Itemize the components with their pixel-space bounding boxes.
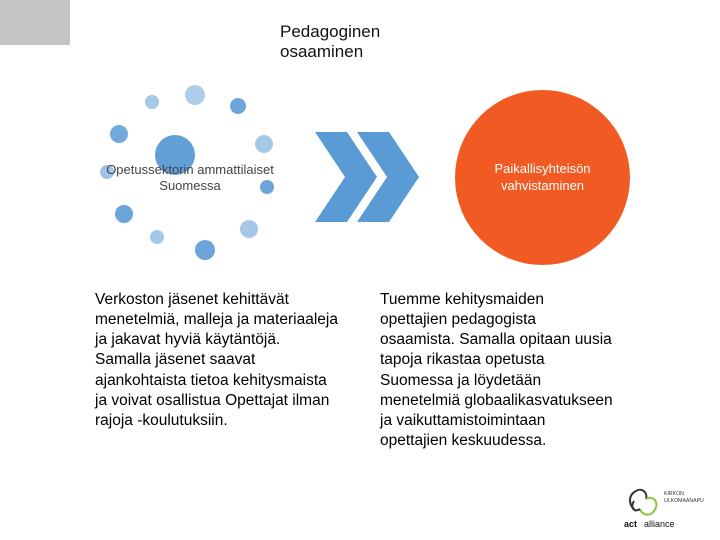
cluster-dot bbox=[195, 240, 215, 260]
orange-circle: Paikallisyhteisön vahvistaminen bbox=[455, 90, 630, 265]
cluster-dot bbox=[240, 220, 258, 238]
diagram-row: Opetussektorin ammattilaiset Suomessa Pa… bbox=[60, 80, 660, 270]
page-title: Pedagoginen osaaminen bbox=[280, 22, 460, 63]
logo-text-2: ULKOMAANAPU bbox=[664, 498, 704, 504]
svg-text:act: act bbox=[624, 519, 637, 529]
orange-circle-label: Paikallisyhteisön vahvistaminen bbox=[455, 161, 630, 195]
paragraph-right: Tuemme kehitysmaiden opettajien pedagogi… bbox=[380, 290, 615, 451]
logo-text-1: KIRKON bbox=[664, 491, 684, 497]
cluster-dot bbox=[110, 125, 128, 143]
left-cluster-label: Opetussektorin ammattilaiset Suomessa bbox=[90, 162, 290, 195]
body-text-row: Verkoston jäsenet kehittävät menetelmiä,… bbox=[95, 290, 655, 451]
cluster-dot bbox=[150, 230, 164, 244]
cluster-dot bbox=[230, 98, 246, 114]
cluster-dot bbox=[255, 135, 273, 153]
cluster-dot bbox=[115, 205, 133, 223]
kirkon-ulkomaanapu-logo: KIRKON ULKOMAANAPU act alliance bbox=[620, 477, 712, 532]
chevron-arrow-icon bbox=[315, 132, 425, 222]
paragraph-left: Verkoston jäsenet kehittävät menetelmiä,… bbox=[95, 290, 340, 451]
svg-text:alliance: alliance bbox=[644, 519, 675, 529]
header-grey-block bbox=[0, 0, 70, 45]
cluster-dot bbox=[145, 95, 159, 109]
cluster-dot bbox=[185, 85, 205, 105]
